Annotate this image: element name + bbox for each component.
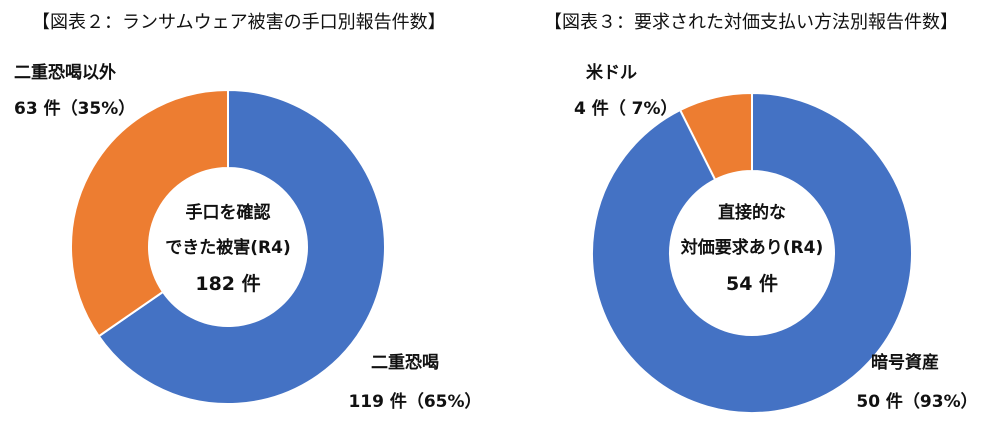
slice-name-label-1-0: 暗号資産 bbox=[871, 352, 939, 373]
pie-slice-1-1 bbox=[678, 91, 753, 182]
slice-value-label-0-0: 119 件（65%） bbox=[348, 391, 481, 412]
donut-chart-left: 二重恐喝 119 件（65%） 二重恐喝以外 63 件（35%） 手口を確認できた被害(… bbox=[14, 62, 482, 412]
center-text-line-0-0: 手口を確認 bbox=[186, 202, 271, 223]
slice-value-label-1-1: 4 件（ 7%） bbox=[574, 98, 678, 119]
pie-slice-0-0 bbox=[97, 88, 386, 405]
pie-slice-0-1 bbox=[70, 88, 229, 338]
slice-value-label-0-1: 63 件（35%） bbox=[14, 98, 135, 119]
center-text-line-1-2: 54 件 bbox=[726, 272, 778, 295]
pie-slice-1-0 bbox=[591, 91, 913, 414]
center-text-line-1-0: 直接的な bbox=[718, 202, 786, 223]
slice-name-label-1-1: 米ドル bbox=[586, 62, 637, 83]
slice-name-label-0-0: 二重恐喝 bbox=[371, 352, 439, 373]
slice-name-label-0-1: 二重恐喝以外 bbox=[14, 62, 116, 83]
slice-value-label-1-0: 50 件（93%） bbox=[856, 391, 977, 412]
chart-title-left: 【図表２：ランサムウェア被害の手口別報告件数】 bbox=[32, 12, 446, 33]
chart-title-right: 【図表３：要求された対価支払い方法別報告件数】 bbox=[544, 12, 958, 33]
center-text-line-1-1: 対価要求あり(R4) bbox=[680, 237, 823, 258]
center-text-line-0-2: 182 件 bbox=[195, 272, 260, 295]
center-text-line-0-1: できた被害(R4) bbox=[165, 237, 290, 258]
